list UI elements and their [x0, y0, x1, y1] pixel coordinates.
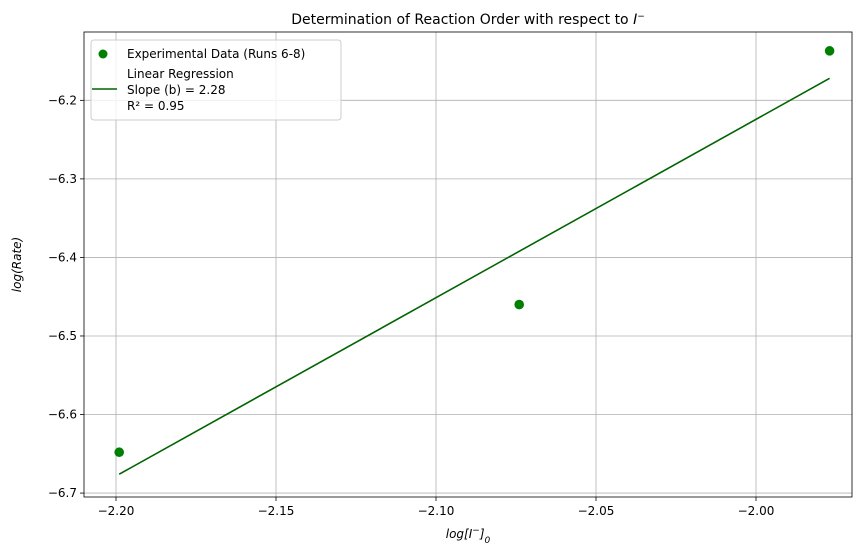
- y-tick-label: −6.3: [48, 172, 77, 186]
- regression-line: [118, 77, 830, 475]
- y-axis-ticks: −6.7 −6.6 −6.5 −6.4 −6.3 −6.2: [48, 93, 84, 500]
- x-tick-label: −2.15: [258, 504, 295, 518]
- legend-label-regression-title: Linear Regression: [127, 67, 234, 81]
- y-tick-label: −6.6: [48, 408, 77, 422]
- x-tick-label: −2.00: [738, 504, 775, 518]
- x-axis-ticks: −2.20 −2.15 −2.10 −2.05 −2.00: [98, 497, 775, 518]
- data-points-group: [114, 46, 835, 458]
- y-axis-label: log(Rate): [10, 237, 24, 292]
- data-point: [114, 447, 124, 458]
- x-tick-label: −2.05: [578, 504, 615, 518]
- y-tick-label: −6.2: [48, 93, 77, 107]
- legend-label-experimental: Experimental Data (Runs 6-8): [127, 47, 305, 61]
- data-point: [824, 46, 835, 56]
- x-tick-label: −2.20: [98, 504, 135, 518]
- regression-line-group: [118, 77, 830, 475]
- legend-marker-experimental: [98, 49, 108, 59]
- x-axis-label: log[I−]0: [446, 526, 491, 546]
- y-tick-label: −6.5: [48, 329, 77, 343]
- legend: Experimental Data (Runs 6-8) Linear Regr…: [90, 39, 342, 121]
- legend-label-regression-slope: Slope (b) = 2.28: [127, 83, 226, 97]
- data-point: [514, 299, 524, 310]
- chart-title: Determination of Reaction Order with res…: [291, 12, 645, 28]
- y-tick-label: −6.4: [48, 250, 77, 264]
- x-tick-label: −2.10: [418, 504, 455, 518]
- legend-box: [90, 39, 342, 121]
- y-tick-label: −6.7: [48, 486, 77, 500]
- plot-area-frame: [83, 31, 853, 498]
- legend-label-regression-r2: R² = 0.95: [127, 99, 185, 113]
